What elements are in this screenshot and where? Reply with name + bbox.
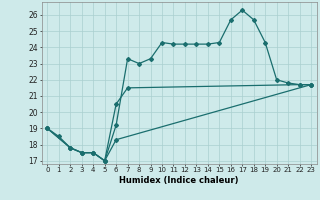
X-axis label: Humidex (Indice chaleur): Humidex (Indice chaleur): [119, 176, 239, 185]
